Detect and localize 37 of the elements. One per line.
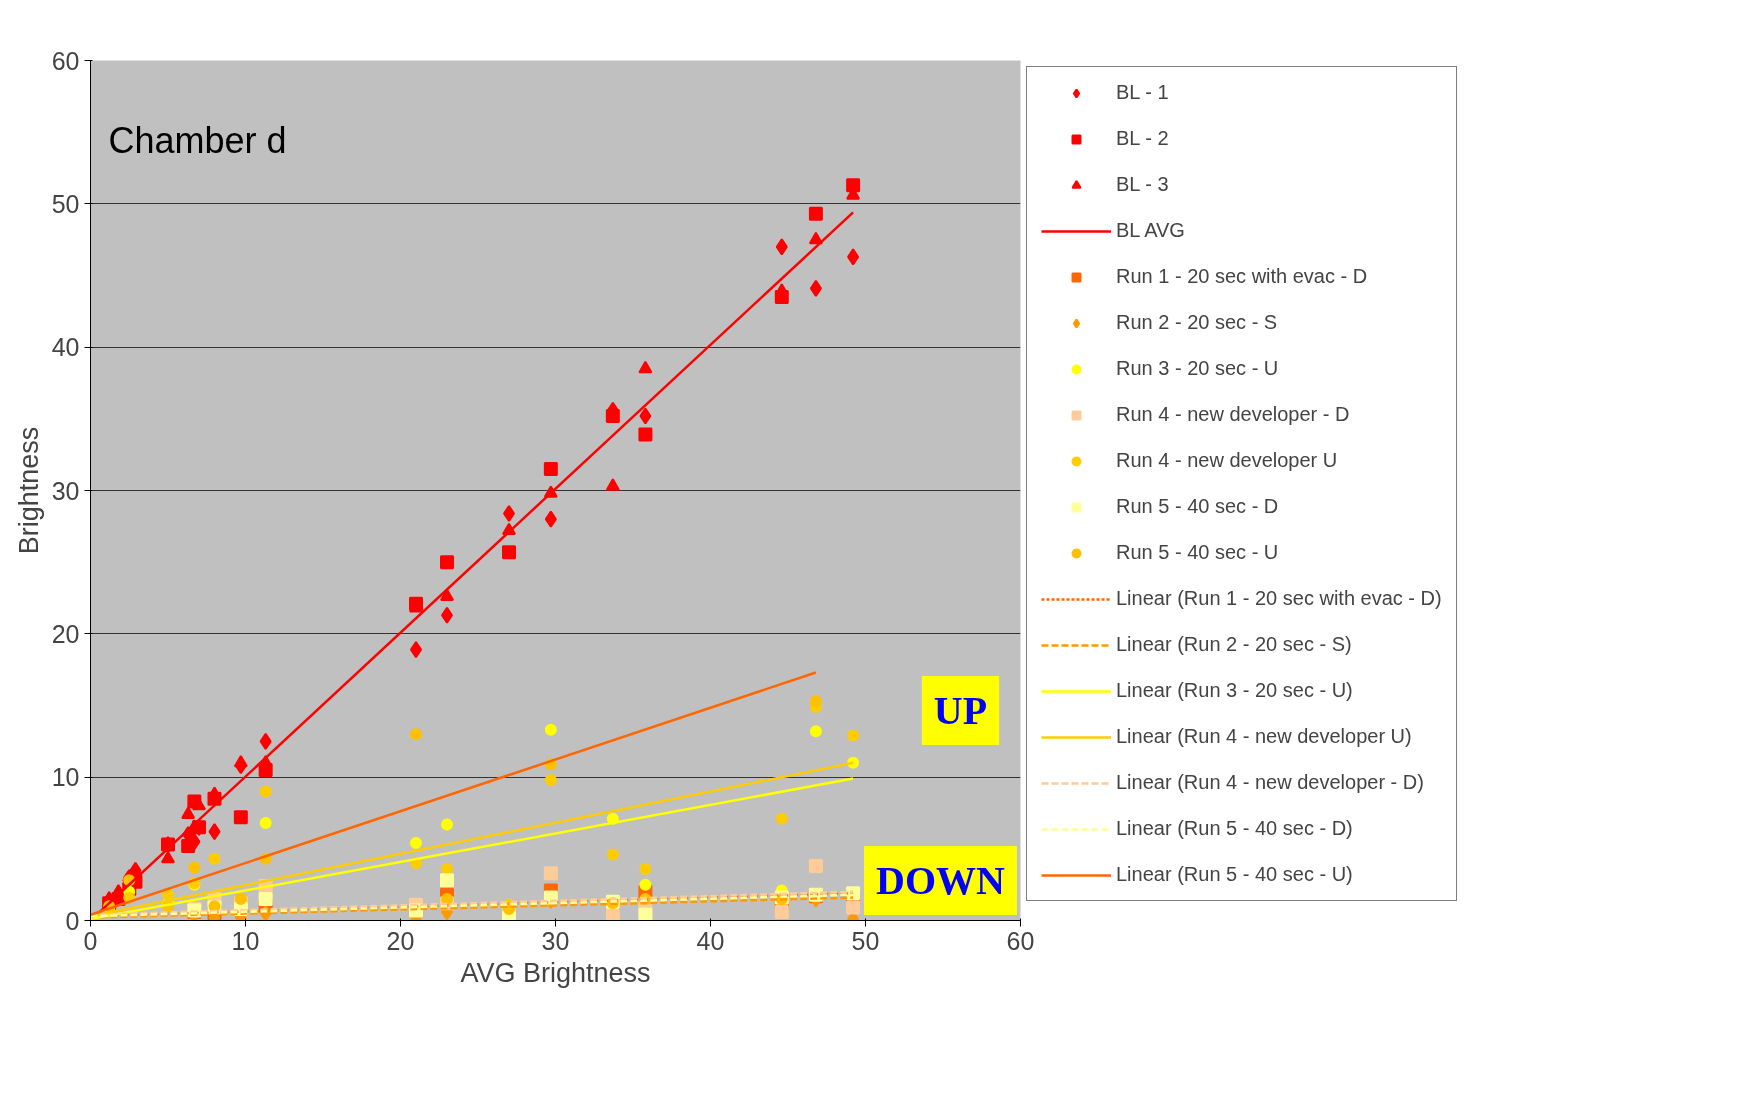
legend-label: Run 5 - 40 sec - D xyxy=(1116,495,1279,518)
y-tick-label: 40 xyxy=(51,333,80,362)
legend-label: Run 3 - 20 sec - U xyxy=(1116,357,1279,380)
y-tick-label: 30 xyxy=(51,476,80,505)
legend-label: Linear (Run 5 - 40 sec - D) xyxy=(1116,817,1353,840)
legend-label: Run 4 - new developer - D xyxy=(1116,403,1350,426)
x-tick-label: 20 xyxy=(386,926,415,955)
y-tick-label: 50 xyxy=(51,189,80,218)
legend-label: BL - 3 xyxy=(1116,173,1169,196)
legend-label: BL - 2 xyxy=(1116,127,1169,150)
legend-label: Run 2 - 20 sec - S xyxy=(1116,311,1278,334)
annotation: Chamber d xyxy=(108,119,287,161)
x-tick-label: 50 xyxy=(851,926,880,955)
legend-label: Linear (Run 4 - new developer - D) xyxy=(1116,771,1424,794)
legend-label: Linear (Run 5 - 40 sec - U) xyxy=(1116,863,1353,886)
legend-label: Linear (Run 4 - new developer U) xyxy=(1116,725,1412,748)
x-tick-label: 60 xyxy=(1006,926,1035,955)
legend-label: Run 5 - 40 sec - U xyxy=(1116,541,1279,564)
y-axis-title: Brightness xyxy=(13,426,44,555)
y-tick-label: 0 xyxy=(65,906,80,935)
legend-label: BL AVG xyxy=(1116,219,1185,242)
x-tick-label: 40 xyxy=(696,926,725,955)
y-tick-label: 20 xyxy=(51,619,80,648)
legend-label: Linear (Run 2 - 20 sec - S) xyxy=(1116,633,1352,656)
annotation: UP xyxy=(933,688,988,733)
legend-label: Run 4 - new developer U xyxy=(1116,449,1338,472)
x-tick-label: 10 xyxy=(231,926,260,955)
legend-label: Linear (Run 3 - 20 sec - U) xyxy=(1116,679,1353,702)
legend-label: Run 1 - 20 sec with evac - D xyxy=(1116,265,1368,288)
x-axis-title: AVG Brightness xyxy=(460,957,651,988)
x-tick-label: 30 xyxy=(541,926,570,955)
annotation: DOWN xyxy=(876,858,1006,903)
legend-label: BL - 1 xyxy=(1116,81,1169,104)
x-tick-label: 0 xyxy=(83,926,98,955)
legend-label: Linear (Run 1 - 20 sec with evac - D) xyxy=(1116,587,1442,610)
y-tick-label: 60 xyxy=(51,46,80,75)
y-tick-label: 10 xyxy=(51,763,80,792)
